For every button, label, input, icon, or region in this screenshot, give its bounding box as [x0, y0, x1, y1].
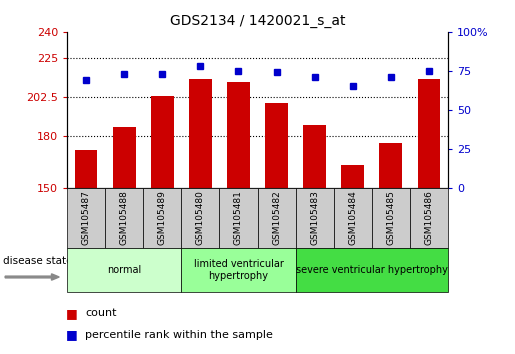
Bar — [303, 125, 326, 188]
Text: disease state: disease state — [3, 256, 72, 266]
Text: GSM105489: GSM105489 — [158, 190, 167, 245]
Text: count: count — [85, 308, 116, 318]
Text: GSM105480: GSM105480 — [196, 190, 205, 245]
Bar — [380, 143, 402, 188]
Bar — [418, 79, 440, 188]
Text: ■: ■ — [66, 307, 78, 320]
Text: severe ventricular hypertrophy: severe ventricular hypertrophy — [296, 265, 448, 275]
Text: GSM105482: GSM105482 — [272, 190, 281, 245]
Text: GSM105488: GSM105488 — [119, 190, 129, 245]
Bar — [113, 127, 135, 188]
Text: GSM105487: GSM105487 — [81, 190, 91, 245]
Bar — [189, 79, 212, 188]
Text: GSM105484: GSM105484 — [348, 190, 357, 245]
Text: ■: ■ — [66, 328, 78, 341]
Bar — [75, 149, 97, 188]
Text: GSM105481: GSM105481 — [234, 190, 243, 245]
Text: GSM105486: GSM105486 — [424, 190, 434, 245]
Bar — [151, 96, 174, 188]
Title: GDS2134 / 1420021_s_at: GDS2134 / 1420021_s_at — [170, 14, 345, 28]
Text: percentile rank within the sample: percentile rank within the sample — [85, 330, 273, 339]
Bar — [227, 82, 250, 188]
Text: limited ventricular
hypertrophy: limited ventricular hypertrophy — [194, 259, 283, 281]
Bar — [265, 103, 288, 188]
Text: GSM105483: GSM105483 — [310, 190, 319, 245]
Text: normal: normal — [107, 265, 141, 275]
Bar — [341, 165, 364, 188]
Text: GSM105485: GSM105485 — [386, 190, 396, 245]
